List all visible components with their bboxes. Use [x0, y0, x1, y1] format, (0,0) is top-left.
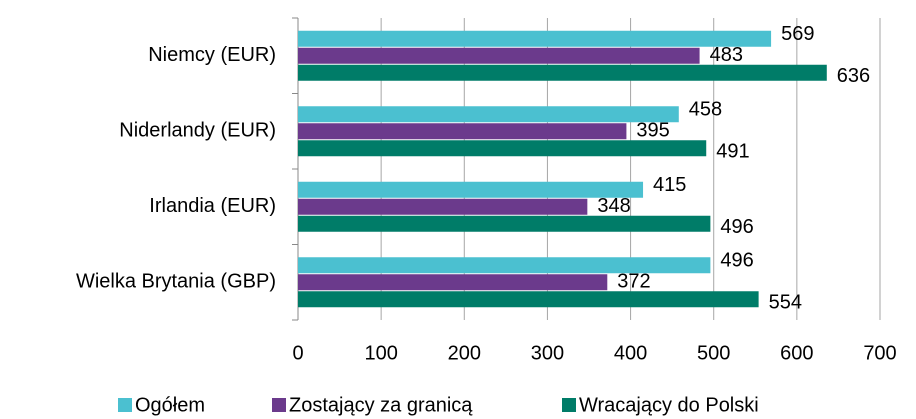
bar — [298, 140, 707, 157]
bar — [298, 123, 627, 140]
bar — [298, 274, 608, 291]
legend-swatch — [272, 398, 286, 412]
legend-label: Ogółem — [135, 394, 205, 416]
data-label: 569 — [781, 23, 814, 45]
data-label: 483 — [710, 44, 743, 66]
bar — [298, 215, 711, 232]
data-label: 348 — [597, 195, 630, 217]
data-label: 496 — [720, 216, 753, 238]
data-label: 496 — [720, 250, 753, 272]
legend-label: Wracający do Polski — [579, 394, 759, 416]
legend-label: Zostający za granicą — [289, 394, 473, 416]
y-tick-label: Niemcy (EUR) — [148, 44, 276, 66]
legend-swatch — [118, 398, 132, 412]
x-tick-label: 300 — [531, 342, 564, 364]
data-label: 636 — [837, 65, 870, 87]
y-tick-label: Niderlandy (EUR) — [119, 120, 276, 142]
x-tick-label: 400 — [614, 342, 647, 364]
bar — [298, 181, 644, 198]
data-label: 395 — [636, 120, 669, 142]
x-tick-label: 600 — [780, 342, 813, 364]
bar — [298, 47, 700, 64]
bar — [298, 257, 711, 274]
data-label: 458 — [689, 99, 722, 121]
y-tick-label: Wielka Brytania (GBP) — [76, 271, 276, 293]
bar — [298, 198, 588, 215]
legend-swatch — [562, 398, 576, 412]
bar — [298, 291, 759, 308]
data-label: 415 — [653, 174, 686, 196]
x-tick-label: 100 — [364, 342, 397, 364]
x-tick-label: 0 — [292, 342, 303, 364]
x-tick-label: 500 — [697, 342, 730, 364]
data-label: 372 — [617, 271, 650, 293]
data-label: 491 — [716, 141, 749, 163]
bar — [298, 106, 679, 123]
bar — [298, 30, 772, 47]
x-tick-label: 200 — [448, 342, 481, 364]
data-label: 554 — [769, 292, 802, 314]
bar — [298, 64, 827, 81]
x-tick-label: 700 — [863, 342, 896, 364]
y-tick-label: Irlandia (EUR) — [149, 195, 276, 217]
